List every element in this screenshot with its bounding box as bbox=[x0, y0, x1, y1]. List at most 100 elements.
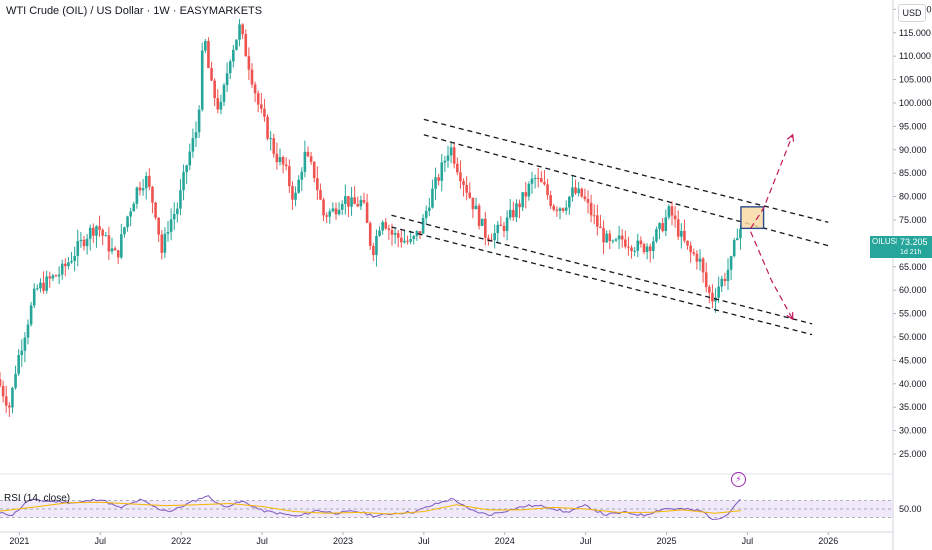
candle-body bbox=[95, 226, 98, 236]
candle-body bbox=[337, 209, 341, 215]
candle-body bbox=[561, 208, 565, 211]
candle-body bbox=[549, 195, 552, 206]
candle-body bbox=[527, 183, 531, 197]
candle-body bbox=[300, 171, 304, 180]
candle-body bbox=[704, 272, 708, 288]
candle-body bbox=[449, 147, 453, 156]
candle-body bbox=[294, 192, 297, 200]
x-tick-label: 2026 bbox=[818, 536, 838, 546]
countdown-label: 1d 21h bbox=[897, 248, 932, 258]
candle-body bbox=[179, 190, 182, 209]
candle-body bbox=[456, 163, 459, 173]
x-tick-label: Jul bbox=[580, 536, 592, 546]
projection-path bbox=[750, 134, 794, 229]
candle-body bbox=[291, 186, 294, 200]
currency-button[interactable]: USD bbox=[898, 4, 926, 22]
candle-body bbox=[194, 132, 198, 139]
candle-body bbox=[471, 197, 475, 210]
candlestick-series bbox=[0, 18, 742, 417]
candle-body bbox=[359, 200, 363, 207]
candle-body bbox=[222, 85, 226, 102]
candle-body bbox=[64, 263, 67, 267]
candle-body bbox=[275, 153, 279, 163]
candle-body bbox=[269, 138, 272, 140]
candle-body bbox=[717, 286, 720, 298]
time-axis: 2021 Jul 2022 Jul 2023 Jul 2024 Jul 2025 Jul 2026 bbox=[9, 532, 838, 546]
candle-body bbox=[375, 235, 378, 256]
candle-body bbox=[141, 188, 145, 191]
projection-arrowhead bbox=[786, 133, 795, 142]
projection-arrowhead bbox=[786, 312, 794, 321]
candle-body bbox=[238, 24, 241, 40]
candle-body bbox=[328, 211, 332, 217]
candle-body bbox=[431, 188, 434, 208]
candle-body bbox=[574, 187, 577, 194]
candle-body bbox=[493, 233, 496, 241]
candle-body bbox=[129, 211, 132, 217]
candle-body bbox=[70, 260, 73, 263]
candle-body bbox=[536, 177, 540, 179]
candle-body bbox=[92, 227, 95, 236]
candle-body bbox=[101, 229, 104, 236]
candle-body bbox=[393, 233, 397, 235]
candle-body bbox=[518, 203, 521, 208]
candle-body bbox=[412, 235, 416, 239]
candle-body bbox=[658, 223, 661, 230]
channel-line bbox=[391, 214, 813, 325]
candle-body bbox=[642, 244, 646, 253]
candle-body bbox=[602, 228, 605, 243]
candle-body bbox=[256, 93, 260, 105]
candle-body bbox=[726, 269, 730, 282]
candle-body bbox=[36, 288, 39, 290]
candle-body bbox=[163, 233, 167, 253]
candle-body bbox=[219, 101, 223, 110]
candle-body bbox=[172, 213, 176, 220]
candle-body bbox=[45, 276, 48, 291]
y-tick-label: 65.000 bbox=[899, 262, 927, 272]
y-tick-label: 30.000 bbox=[899, 426, 927, 436]
candle-body bbox=[583, 196, 587, 200]
channel-line bbox=[423, 118, 829, 223]
candle-body bbox=[60, 263, 64, 275]
candle-body bbox=[319, 190, 322, 200]
candle-body bbox=[334, 208, 338, 215]
candle-body bbox=[390, 230, 394, 235]
candle-body bbox=[54, 275, 58, 277]
y-tick-label: 95.000 bbox=[899, 121, 927, 131]
candle-body bbox=[213, 80, 216, 99]
candle-body bbox=[434, 177, 437, 189]
y-tick-label: 35.000 bbox=[899, 402, 927, 412]
candle-body bbox=[552, 205, 556, 210]
candle-body bbox=[26, 324, 30, 338]
target-zone bbox=[740, 206, 765, 230]
candle-body bbox=[655, 229, 658, 242]
candle-body bbox=[107, 235, 111, 252]
candle-body bbox=[281, 157, 285, 165]
candle-body bbox=[689, 245, 692, 253]
candle-body bbox=[729, 256, 733, 270]
candle-body bbox=[372, 245, 375, 256]
candle-body bbox=[484, 218, 487, 238]
channel-line bbox=[423, 134, 829, 247]
candle-body bbox=[512, 209, 515, 218]
lightning-icon[interactable]: ⚡ bbox=[731, 472, 746, 487]
candle-body bbox=[185, 165, 188, 173]
candle-body bbox=[356, 203, 360, 207]
candle-body bbox=[558, 208, 562, 211]
candle-body bbox=[487, 237, 490, 240]
rsi-level-label: 50.00 bbox=[899, 504, 922, 514]
projection-arrows bbox=[750, 133, 795, 321]
candle-body bbox=[617, 235, 621, 240]
candle-body bbox=[396, 233, 400, 238]
candle-body bbox=[166, 231, 170, 234]
candle-body bbox=[340, 203, 344, 210]
candle-body bbox=[312, 161, 316, 179]
candle-body bbox=[260, 104, 263, 109]
candle-body bbox=[381, 222, 384, 231]
candle-body bbox=[309, 156, 313, 162]
candle-body bbox=[571, 187, 574, 197]
candle-body bbox=[88, 227, 92, 239]
candle-body bbox=[599, 226, 602, 229]
candle-body bbox=[524, 192, 528, 197]
